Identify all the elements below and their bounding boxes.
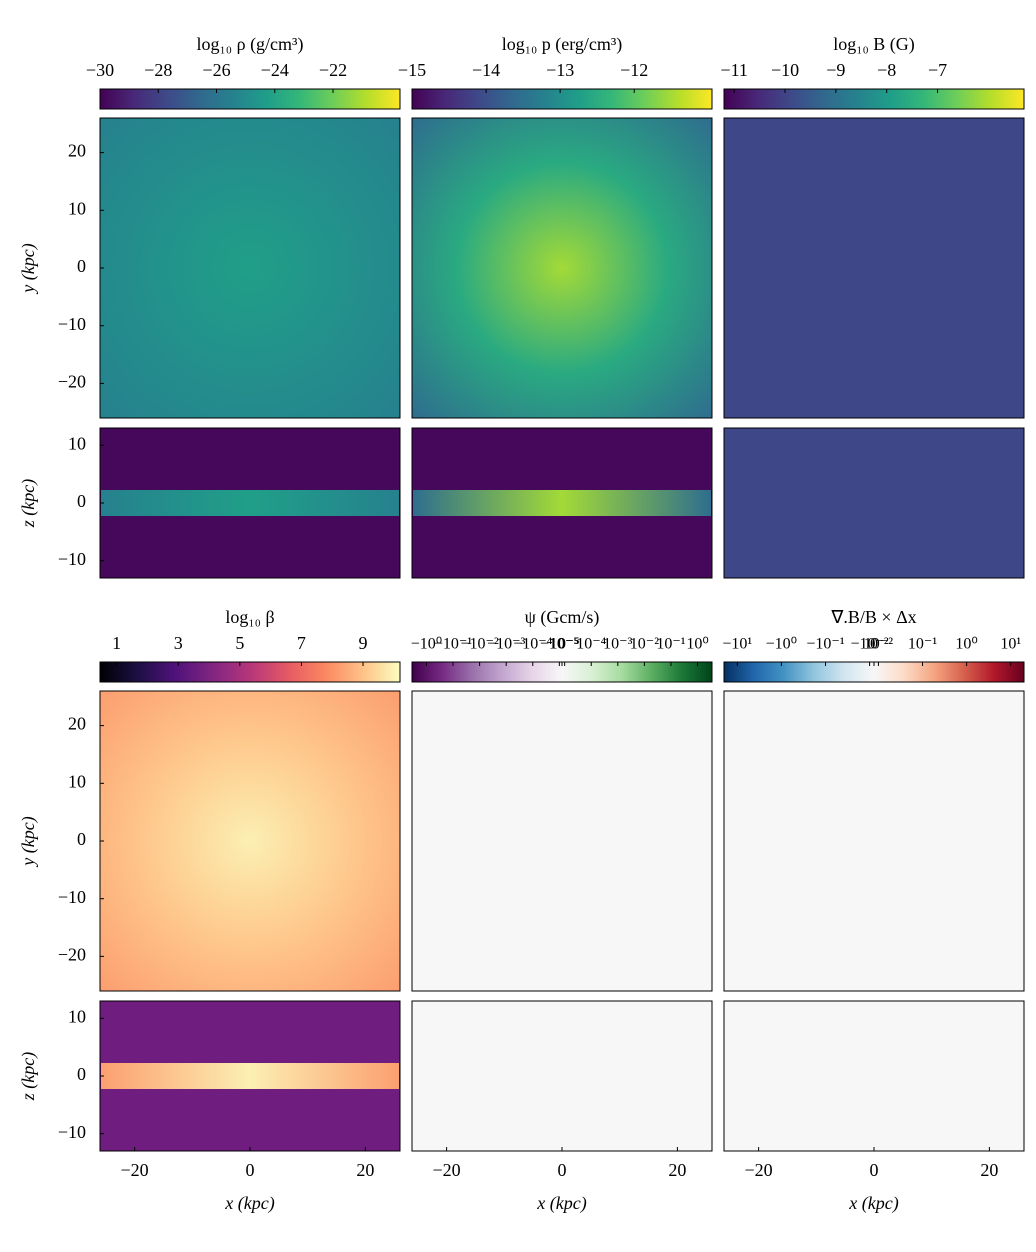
xz-map — [411, 1000, 713, 1152]
colorbar — [99, 88, 401, 110]
x-axis-label: x (kpc) — [848, 1193, 898, 1214]
x-tick-label: 20 — [980, 1160, 998, 1180]
y-axis-label: y (kpc) — [18, 243, 39, 294]
x-tick-label: 20 — [356, 1160, 374, 1180]
y-tick-label: 10 — [68, 771, 86, 791]
colorbar-tick-label: −10⁻³ — [487, 636, 525, 653]
colorbar-tick-label: 10⁻¹ — [908, 636, 937, 653]
y-axis-label: y (kpc) — [18, 816, 39, 867]
colorbar-title: log₁₀ ρ (g/cm³) — [197, 34, 304, 55]
colorbar-tick-label: 9 — [359, 633, 368, 653]
colorbar-title: ∇.B/B × Δx — [830, 607, 916, 627]
colorbar-title: log₁₀ β — [225, 607, 274, 627]
colorbar-tick-label: −10 — [771, 60, 799, 80]
colorbar-title: log₁₀ B (G) — [833, 34, 915, 55]
colorbar-tick-label: −11 — [720, 60, 747, 80]
colorbar-tick-label: 10⁻¹ — [656, 636, 685, 653]
x-tick-label: 0 — [246, 1160, 255, 1180]
y-tick-label: 10 — [68, 198, 86, 218]
colorbar-tick-label: −10⁻² — [850, 636, 888, 653]
x-tick-label: −20 — [433, 1160, 461, 1180]
y-tick-label: 20 — [68, 714, 86, 734]
z-axis-label: z (kpc) — [18, 1052, 39, 1101]
colorbar-tick-label: −15 — [398, 60, 426, 80]
xy-map — [723, 117, 1025, 419]
colorbar-tick-label: 10⁻² — [630, 636, 659, 653]
y-tick-label: −10 — [58, 887, 86, 907]
z-tick-label: 10 — [68, 433, 86, 453]
disk — [101, 490, 399, 516]
colorbar-tick-label: −10⁻¹ — [806, 636, 844, 653]
colorbar-title: log₁₀ p (erg/cm³) — [502, 34, 623, 55]
colorbar-tick-label: −10⁻¹ — [434, 636, 472, 653]
colorbar-tick-label: −10⁰ — [766, 636, 797, 653]
colorbar-tick-label: −26 — [202, 60, 230, 80]
z-tick-label: 0 — [77, 1064, 86, 1084]
xz-map — [723, 427, 1025, 579]
colorbar-tick-label: −8 — [877, 60, 896, 80]
y-tick-label: 20 — [68, 141, 86, 161]
colorbar-tick-label: 7 — [297, 633, 306, 653]
xy-map — [99, 690, 401, 992]
colorbar-tick-label: 0 — [870, 636, 878, 653]
colorbar-tick-label: 10⁻⁵ — [550, 636, 580, 653]
xz-map — [723, 1000, 1025, 1152]
disk — [101, 1063, 399, 1089]
colorbar-tick-label: −12 — [620, 60, 648, 80]
x-tick-label: −20 — [745, 1160, 773, 1180]
z-tick-label: −10 — [58, 549, 86, 569]
colorbar-tick-label: −7 — [928, 60, 947, 80]
z-tick-label: −10 — [58, 1122, 86, 1142]
disk — [413, 490, 711, 516]
x-axis-label: x (kpc) — [224, 1193, 274, 1214]
xy-map — [411, 117, 713, 419]
colorbar-tick-label: −10⁻² — [460, 636, 498, 653]
colorbar-tick-label: −14 — [472, 60, 500, 80]
colorbar-tick-label: 10⁻⁴ — [576, 636, 606, 653]
y-tick-label: 0 — [77, 256, 86, 276]
xy-map — [723, 690, 1025, 992]
x-axis-label: x (kpc) — [536, 1193, 586, 1214]
colorbar-tick-label: −13 — [546, 60, 574, 80]
x-tick-label: 0 — [558, 1160, 567, 1180]
x-tick-label: −20 — [121, 1160, 149, 1180]
colorbar-tick-label: −9 — [826, 60, 845, 80]
y-tick-label: −20 — [58, 945, 86, 965]
colorbar-tick-label: 10⁻³ — [603, 636, 632, 653]
xy-map — [411, 690, 713, 992]
z-tick-label: 0 — [77, 491, 86, 511]
colorbar-tick-label: 10⁰ — [955, 636, 977, 653]
colorbar-tick-label: −30 — [86, 60, 114, 80]
colorbar — [723, 88, 1025, 110]
colorbar-title: ψ (Gcm/s) — [525, 607, 600, 628]
colorbar-tick-label: −22 — [319, 60, 347, 80]
colorbar-tick-label: 10¹ — [1000, 636, 1021, 653]
colorbar-tick-label: 5 — [235, 633, 244, 653]
y-tick-label: 0 — [77, 829, 86, 849]
colorbar-tick-label: 10⁻² — [864, 636, 893, 653]
colorbar-tick-label: −24 — [261, 60, 289, 80]
x-tick-label: 0 — [870, 1160, 879, 1180]
x-tick-label: 20 — [668, 1160, 686, 1180]
colorbar-tick-label: 10⁰ — [686, 636, 708, 653]
colorbar-tick-label: 1 — [112, 633, 121, 653]
colorbar-tick-label: −10⁻⁴ — [513, 636, 552, 653]
colorbar — [411, 88, 713, 110]
colorbar — [99, 661, 401, 683]
colorbar-tick-label: −10⁰ — [411, 636, 442, 653]
z-axis-label: z (kpc) — [18, 479, 39, 528]
colorbar-tick-label: −10¹ — [722, 636, 752, 653]
xy-map — [99, 117, 401, 419]
colorbar-tick-label: 3 — [174, 633, 183, 653]
y-tick-label: −20 — [58, 372, 86, 392]
z-tick-label: 10 — [68, 1006, 86, 1026]
colorbar-tick-label: 0 — [558, 636, 566, 653]
colorbar-tick-label: −28 — [144, 60, 172, 80]
colorbar-tick-label: −10⁻⁵ — [540, 636, 579, 653]
y-tick-label: −10 — [58, 314, 86, 334]
